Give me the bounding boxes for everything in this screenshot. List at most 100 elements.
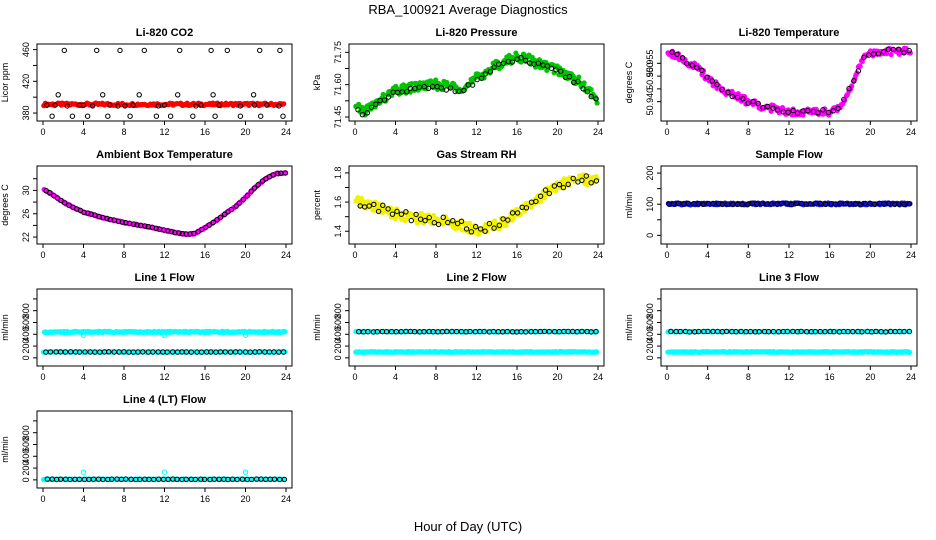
y-axis-label: Licor ppm bbox=[0, 63, 10, 103]
data-point bbox=[142, 223, 148, 229]
data-point bbox=[445, 219, 451, 226]
data-point bbox=[714, 81, 720, 88]
data-point bbox=[371, 201, 377, 208]
y-tick-label: 400 bbox=[333, 327, 343, 342]
data-point bbox=[694, 65, 700, 71]
data-point bbox=[136, 92, 142, 98]
data-point bbox=[82, 349, 88, 355]
data-point bbox=[560, 184, 567, 191]
series-green bbox=[353, 50, 600, 118]
data-point bbox=[579, 328, 585, 335]
data-point bbox=[258, 113, 264, 119]
data-point bbox=[58, 197, 64, 204]
x-tick-label: 12 bbox=[784, 127, 794, 137]
data-point bbox=[719, 201, 726, 208]
x-tick-label: 24 bbox=[281, 372, 291, 382]
x-tick-label: 12 bbox=[784, 372, 794, 382]
data-point bbox=[105, 113, 111, 119]
x-tick-label: 8 bbox=[433, 372, 438, 382]
data-point bbox=[380, 91, 386, 98]
series-cyan-outliers bbox=[80, 469, 249, 475]
x-tick-label: 0 bbox=[664, 127, 669, 137]
data-point bbox=[466, 220, 473, 226]
data-point bbox=[167, 113, 174, 119]
data-point bbox=[421, 329, 427, 335]
data-point bbox=[127, 113, 133, 119]
data-point bbox=[89, 103, 96, 109]
data-point bbox=[907, 349, 913, 355]
data-point bbox=[689, 62, 695, 69]
data-point bbox=[233, 203, 239, 209]
data-point bbox=[837, 200, 843, 206]
data-point bbox=[140, 349, 146, 355]
x-tick-label: 20 bbox=[240, 250, 250, 260]
data-point bbox=[880, 49, 887, 55]
data-point bbox=[447, 85, 454, 91]
data-points bbox=[665, 45, 913, 118]
data-point bbox=[270, 172, 276, 178]
data-point bbox=[514, 210, 521, 216]
data-point bbox=[901, 50, 907, 56]
series-cyan-low bbox=[665, 349, 913, 355]
data-point bbox=[684, 60, 690, 67]
data-point bbox=[425, 85, 432, 92]
x-tick-label: 8 bbox=[746, 372, 751, 382]
data-point bbox=[581, 80, 587, 86]
data-point bbox=[593, 178, 600, 184]
data-point bbox=[523, 205, 530, 211]
x-tick-label: 12 bbox=[784, 250, 794, 260]
data-point bbox=[52, 102, 58, 108]
series-magenta bbox=[665, 45, 913, 118]
data-point bbox=[64, 103, 71, 109]
data-point bbox=[276, 103, 282, 109]
data-point bbox=[355, 107, 361, 113]
panel-ambient-box-temperature: Ambient Box Temperature degrees C 0 4 8 12 16 2… bbox=[0, 149, 293, 260]
x-tick-label: 24 bbox=[593, 250, 603, 260]
data-point bbox=[280, 113, 286, 119]
data-point bbox=[820, 107, 826, 113]
data-point bbox=[374, 329, 380, 335]
data-point bbox=[242, 469, 249, 475]
x-tick-label: 12 bbox=[159, 250, 169, 260]
data-point bbox=[236, 200, 243, 206]
x-tick-label: 8 bbox=[433, 250, 438, 260]
data-point bbox=[161, 332, 168, 338]
data-points bbox=[353, 50, 600, 118]
series-black bbox=[357, 173, 600, 235]
data-point bbox=[153, 225, 159, 232]
data-point bbox=[282, 329, 288, 335]
data-point bbox=[440, 214, 446, 221]
data-point bbox=[68, 349, 74, 355]
data-point bbox=[183, 349, 190, 355]
data-point bbox=[364, 110, 370, 116]
y-tick-label: 600 bbox=[333, 315, 343, 330]
data-point bbox=[222, 211, 228, 218]
x-tick-label: 8 bbox=[121, 494, 126, 504]
data-point bbox=[770, 105, 776, 111]
data-point bbox=[857, 63, 863, 69]
y-tick-label: 200 bbox=[645, 166, 655, 181]
data-point bbox=[867, 200, 873, 206]
data-point bbox=[575, 78, 581, 85]
x-tick-label: 4 bbox=[393, 127, 398, 137]
data-point bbox=[277, 47, 283, 54]
y-tick-label: 71.45 bbox=[333, 106, 343, 129]
data-point bbox=[775, 107, 781, 113]
y-axis-label: kPa bbox=[312, 75, 322, 91]
data-point bbox=[161, 102, 168, 108]
data-point bbox=[830, 108, 836, 114]
data-point bbox=[896, 201, 902, 207]
x-tick-label: 8 bbox=[746, 127, 751, 137]
y-axis-label: percent bbox=[312, 189, 322, 220]
x-tick-label: 4 bbox=[393, 372, 398, 382]
data-point bbox=[468, 229, 475, 235]
x-tick-label: 24 bbox=[281, 127, 291, 137]
data-point bbox=[398, 211, 405, 217]
data-point bbox=[237, 349, 243, 355]
x-tick-label: 16 bbox=[512, 127, 522, 137]
data-point bbox=[739, 201, 745, 208]
data-point bbox=[375, 208, 382, 215]
data-point bbox=[588, 93, 594, 100]
series-yellow bbox=[353, 172, 601, 237]
